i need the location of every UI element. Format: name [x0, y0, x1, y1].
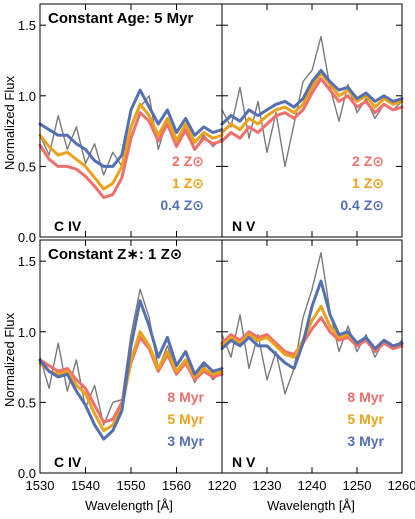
- model-line-blue: [220, 68, 404, 126]
- y-tick-label: 1.5: [18, 18, 36, 33]
- x-tick-label: 1550: [117, 478, 146, 493]
- x-tick-label: 1260: [388, 478, 415, 493]
- legend-entry: 1 Z⊙: [172, 175, 204, 191]
- x-tick-label: 1530: [26, 478, 55, 493]
- model-line-blue: [38, 299, 224, 441]
- panel-title: Constant Z∗: 1 Z⊙: [48, 246, 182, 263]
- panel-bottom-left: 1530 1540 1550 1560 0.0 0.5 1.0 1.5 Constant Z∗:…: [18, 239, 224, 493]
- legend-entry: 1 Z⊙: [352, 175, 384, 191]
- model-line-orange: [220, 71, 404, 134]
- panel-bottom-right: 1220 1230 1240 1250 1260 N V 8 Myr 5 Myr 3 Myr: [208, 239, 415, 493]
- panels: 0.0 0.5 1.0 1.5 Constant Age: 5 Myr C IV 2 Z⊙ 1…: [18, 3, 415, 493]
- panel-top-left: 0.0 0.5 1.0 1.5 Constant Age: 5 Myr C IV 2 Z⊙ 1…: [18, 3, 224, 245]
- model-line-orange: [38, 102, 224, 191]
- ion-label: C IV: [54, 218, 82, 234]
- model-line-red: [220, 316, 404, 356]
- model-line-blue: [220, 279, 404, 370]
- legend-entry: 3 Myr: [347, 433, 384, 449]
- y-tick-label: 1.0: [18, 89, 36, 104]
- x-tick-label: 1220: [208, 478, 237, 493]
- y-tick-label: 0.0: [18, 230, 36, 245]
- legend-entry: 5 Myr: [167, 411, 204, 427]
- model-line-blue: [38, 88, 224, 168]
- ion-label: N V: [232, 454, 256, 470]
- y-axis-title-top: Normalized Flux: [2, 76, 17, 170]
- legend-entry: 0.4 Z⊙: [340, 197, 384, 213]
- x-tick-label: 1560: [162, 478, 191, 493]
- x-tick-label: 1250: [343, 478, 372, 493]
- x-tick-label: 1240: [298, 478, 327, 493]
- legend-entry: 2 Z⊙: [352, 153, 384, 169]
- legend-entry: 2 Z⊙: [172, 153, 204, 169]
- y-tick-label: 1.5: [18, 254, 36, 269]
- y-axis-title-bottom: Normalized Flux: [2, 313, 17, 407]
- panel-title: Constant Age: 5 Myr: [48, 10, 193, 27]
- legend-entry: 3 Myr: [167, 433, 204, 449]
- x-axis-title-right: Wavelength [Å]: [267, 498, 355, 513]
- observed-spectrum-line: [221, 35, 403, 168]
- ion-label: N V: [232, 218, 256, 234]
- y-tick-label: 0.0: [18, 466, 36, 481]
- legend-entry: 8 Myr: [347, 389, 384, 405]
- y-tick-label: 1.0: [18, 325, 36, 340]
- model-line-red: [38, 111, 224, 199]
- ion-label: C IV: [54, 454, 82, 470]
- x-tick-label: 1230: [253, 478, 282, 493]
- legend-entry: 8 Myr: [167, 389, 204, 405]
- model-line-red: [220, 77, 404, 143]
- y-tick-label: 0.5: [18, 395, 36, 410]
- x-axis-title-left: Wavelength [Å]: [85, 498, 173, 513]
- legend-entry: 0.4 Z⊙: [160, 197, 204, 213]
- model-line-orange: [38, 330, 224, 433]
- panel-top-right: N V 2 Z⊙ 1 Z⊙ 0.4 Z⊙: [220, 3, 404, 238]
- legend-entry: 5 Myr: [347, 411, 384, 427]
- y-tick-label: 0.5: [18, 159, 36, 174]
- x-tick-label: 1540: [71, 478, 100, 493]
